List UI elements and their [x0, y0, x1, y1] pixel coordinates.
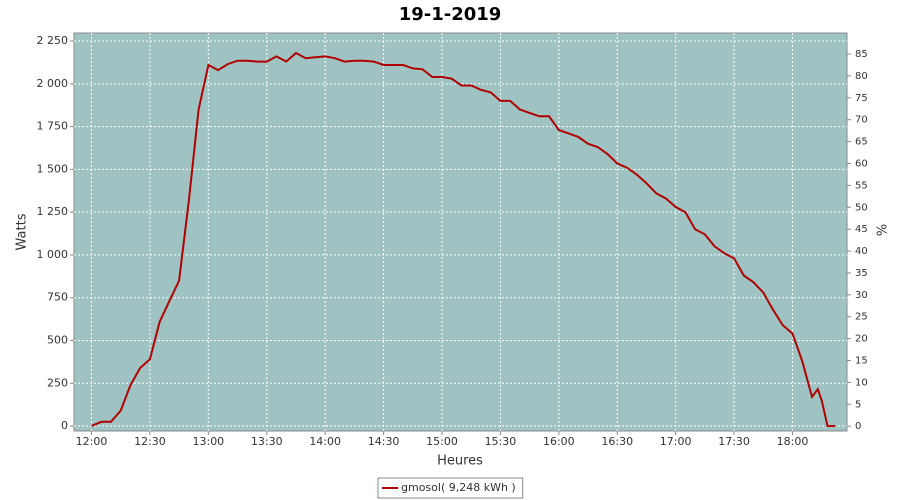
y2-tick-label: 85	[855, 49, 868, 60]
y-tick-label: 500	[47, 333, 68, 346]
x-tick-label: 13:30	[251, 435, 283, 448]
y2-tick-label: 35	[855, 268, 868, 279]
y2-tick-label: 15	[855, 356, 868, 367]
y-tick-label: 750	[47, 291, 68, 304]
series-line	[91, 51, 836, 427]
x-tick-label: 14:30	[368, 435, 400, 448]
plot-area	[73, 32, 848, 432]
chart-title: 19-1-2019	[399, 4, 502, 25]
y-tick-label: 2 000	[37, 77, 69, 90]
x-tick-label: 15:00	[426, 435, 458, 448]
y2-tick-label: 80	[855, 71, 868, 82]
x-tick-label: 16:00	[543, 435, 575, 448]
x-tick-label: 16:30	[601, 435, 633, 448]
y2-tick-label: 40	[855, 246, 868, 257]
y2-tick-label: 30	[855, 290, 868, 301]
y-tick-label: 1 750	[37, 120, 69, 133]
y2-tick-label: 45	[855, 224, 868, 235]
y-axis-label: Watts	[15, 213, 30, 250]
y2-tick-label: 20	[855, 334, 868, 345]
x-tick-label: 12:30	[134, 435, 166, 448]
x-tick-label: 17:30	[718, 435, 750, 448]
y2-axis-label: %	[873, 224, 888, 236]
x-tick-label: 12:00	[76, 435, 108, 448]
y-tick-label: 2 250	[37, 34, 69, 47]
y2-tick-label: 25	[855, 312, 868, 323]
y2-tick-label: 55	[855, 180, 868, 191]
x-tick-label: 18:00	[777, 435, 809, 448]
x-tick-label: 13:00	[192, 435, 224, 448]
y2-tick-label: 75	[855, 93, 868, 104]
y-tick-label: 1 500	[37, 162, 69, 175]
x-axis-label: Heures	[437, 454, 483, 469]
y-tick-label: 250	[47, 376, 68, 389]
x-tick-label: 17:00	[660, 435, 692, 448]
y2-tick-label: 0	[855, 421, 861, 432]
legend-box	[377, 477, 524, 499]
y2-tick-label: 65	[855, 137, 868, 148]
y2-tick-label: 60	[855, 158, 868, 169]
y2-tick-label: 50	[855, 202, 868, 213]
x-tick-label: 15:30	[485, 435, 517, 448]
y2-tick-label: 10	[855, 377, 868, 388]
y-tick-label: 1 000	[37, 248, 69, 261]
legend-label: gmosol( 9,248 kWh )	[401, 481, 516, 494]
y2-tick-label: 70	[855, 115, 868, 126]
y-tick-label: 0	[61, 419, 68, 432]
y2-tick-label: 5	[855, 399, 861, 410]
y-tick-label: 1 250	[37, 205, 69, 218]
x-tick-label: 14:00	[309, 435, 341, 448]
